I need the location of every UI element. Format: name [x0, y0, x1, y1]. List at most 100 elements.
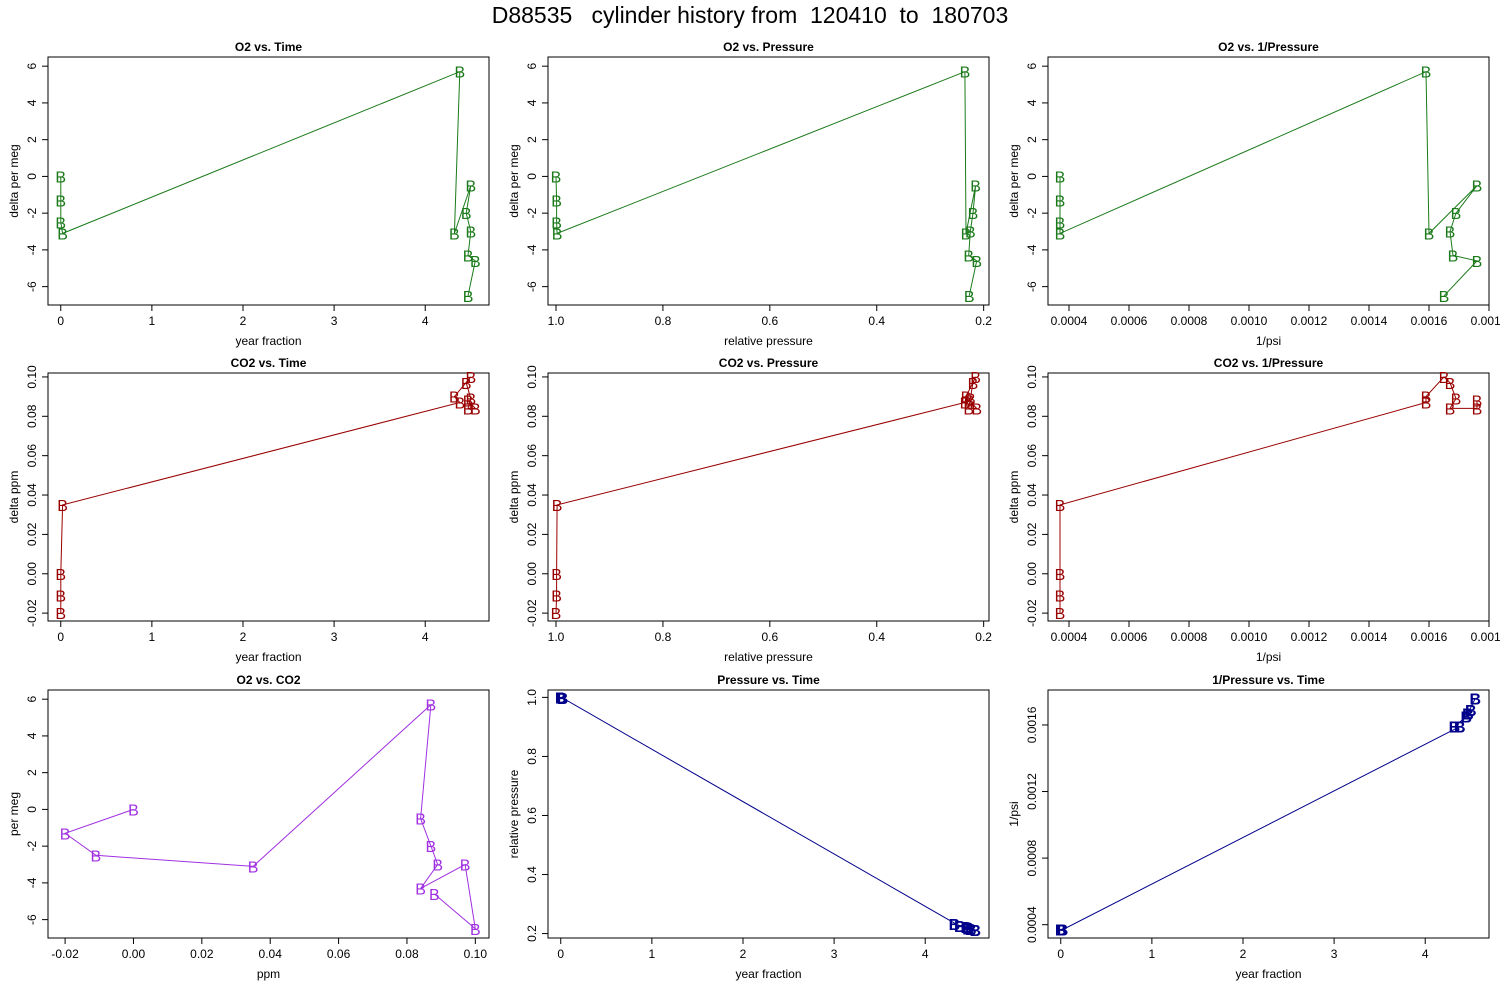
x-tick-label: 0.06 — [327, 947, 351, 961]
data-point-marker: B — [551, 567, 562, 584]
data-point-marker: B — [1055, 169, 1066, 186]
data-point-marker: B — [91, 848, 102, 865]
data-point-marker: B — [963, 248, 974, 265]
y-tick-label: 0.4 — [525, 866, 539, 883]
chart-panel: CO2 vs. 1/Pressure 0.0004 0.0006 0.0008 0.00… — [1007, 356, 1500, 664]
data-point-marker: B — [1055, 923, 1067, 940]
chart-panel: CO2 vs. Time 0 1 2 3 4 -0.02 0.00 0.02 0.04 0.06 0.… — [7, 356, 490, 664]
data-point-marker: B — [463, 394, 474, 411]
plot-frame — [547, 689, 990, 939]
y-axis-label: relative pressure — [507, 769, 521, 858]
y-tick-label: 0.08 — [1025, 404, 1039, 428]
x-tick-label: 0 — [57, 630, 64, 644]
x-tick-label: 0.0010 — [1231, 630, 1268, 644]
data-point-marker: B — [1055, 215, 1066, 232]
data-point-marker: B — [465, 179, 476, 196]
data-point-marker: B — [1449, 720, 1461, 737]
x-tick-label: 0.0012 — [1291, 314, 1328, 328]
chart-title: CO2 vs. Pressure — [719, 356, 819, 370]
y-tick-label: 6 — [25, 63, 39, 70]
y-tick-label: -6 — [25, 914, 39, 925]
series-line — [1059, 70, 1478, 297]
chart-title: 1/Pressure vs. Time — [1212, 673, 1325, 687]
x-axis-label: 1/psi — [1256, 650, 1281, 664]
x-tick-label: 3 — [1331, 947, 1338, 961]
data-point-marker: B — [551, 169, 562, 186]
y-tick-label: 0.02 — [1025, 522, 1039, 546]
data-point-marker: B — [552, 226, 563, 243]
x-tick-label: 0.0018 — [1471, 630, 1500, 644]
data-point-marker: B — [1462, 706, 1474, 723]
data-point-marker: B — [248, 859, 259, 876]
data-point-marker: B — [555, 690, 567, 707]
data-point-marker: B — [1465, 703, 1477, 720]
main-title: D88535 cylinder history from 120410 to 1… — [491, 2, 1009, 28]
y-tick-label: 0.0012 — [1025, 773, 1039, 810]
data-point-marker: B — [465, 392, 476, 409]
data-point-marker: B — [1421, 396, 1432, 413]
y-tick-label: -6 — [1025, 281, 1039, 292]
y-tick-label: -4 — [25, 244, 39, 255]
data-point-marker: B — [1472, 179, 1483, 196]
x-tick-label: 0.8 — [655, 630, 672, 644]
x-tick-label: 0.04 — [259, 947, 283, 961]
y-axis-label: delta per meg — [7, 144, 21, 217]
series-line — [555, 376, 978, 614]
y-axis-label: delta per meg — [1007, 144, 1021, 217]
series-line — [60, 376, 477, 614]
x-tick-label: 0.0014 — [1351, 630, 1388, 644]
x-axis-label: year fraction — [235, 650, 301, 664]
y-tick-label: 0.2 — [525, 925, 539, 942]
data-point-marker: B — [557, 691, 569, 708]
chart-panel: O2 vs. 1/Pressure 0.0004 0.0006 0.0008 0.001… — [1007, 40, 1500, 348]
data-point-marker: B — [555, 691, 567, 708]
y-tick-label: 0.06 — [525, 444, 539, 468]
data-point-marker: B — [552, 498, 563, 515]
data-point-marker: B — [1439, 289, 1450, 306]
data-point-marker: B — [463, 248, 474, 265]
y-tick-label: 0.0004 — [1025, 906, 1039, 943]
y-tick-label: 0.06 — [25, 444, 39, 468]
data-point-marker: B — [432, 858, 443, 875]
data-point-marker: B — [968, 206, 979, 223]
x-tick-label: 0.0010 — [1231, 314, 1268, 328]
data-point-marker: B — [551, 215, 562, 232]
data-point-marker: B — [465, 370, 476, 387]
x-tick-label: 0.0012 — [1291, 630, 1328, 644]
data-point-marker: B — [55, 169, 66, 186]
y-tick-label: -0.02 — [25, 599, 39, 627]
x-tick-label: 0.02 — [190, 947, 214, 961]
x-tick-label: 3 — [331, 630, 338, 644]
data-point-marker: B — [1472, 254, 1483, 271]
data-point-marker: B — [963, 401, 974, 418]
y-axis-label: 1/psi — [1007, 801, 1021, 826]
y-tick-label: 2 — [525, 136, 539, 143]
data-point-marker: B — [455, 65, 466, 82]
x-tick-label: 1 — [649, 947, 656, 961]
y-tick-label: 4 — [525, 99, 539, 106]
y-tick-label: 6 — [25, 696, 39, 703]
series-line — [1060, 698, 1476, 931]
data-point-marker: B — [954, 919, 966, 936]
x-tick-label: 0.6 — [761, 314, 778, 328]
x-tick-label: 0.08 — [395, 947, 419, 961]
data-point-marker: B — [1445, 225, 1456, 242]
data-point-marker: B — [57, 226, 68, 243]
data-point-marker: B — [415, 812, 426, 829]
chart-title: Pressure vs. Time — [717, 673, 820, 687]
y-axis-label: delta per meg — [507, 144, 521, 217]
x-axis-label: ppm — [257, 967, 280, 981]
data-point-marker: B — [1460, 710, 1472, 727]
chart-panel: O2 vs. Time 0 1 2 3 4 -6 -4 -2 0 2 4 6 year fraction d… — [7, 40, 490, 348]
data-point-marker: B — [1055, 923, 1067, 940]
data-point-marker: B — [426, 839, 437, 856]
y-tick-label: 0.04 — [1025, 483, 1039, 507]
data-point-marker: B — [429, 887, 440, 904]
data-point-marker: B — [55, 588, 66, 605]
y-tick-label: 0.10 — [1025, 365, 1039, 389]
data-point-marker: B — [964, 394, 975, 411]
chart-title: O2 vs. Pressure — [723, 40, 814, 54]
x-tick-label: 0.10 — [464, 947, 488, 961]
data-point-marker: B — [965, 225, 976, 242]
data-point-marker: B — [1055, 498, 1066, 515]
